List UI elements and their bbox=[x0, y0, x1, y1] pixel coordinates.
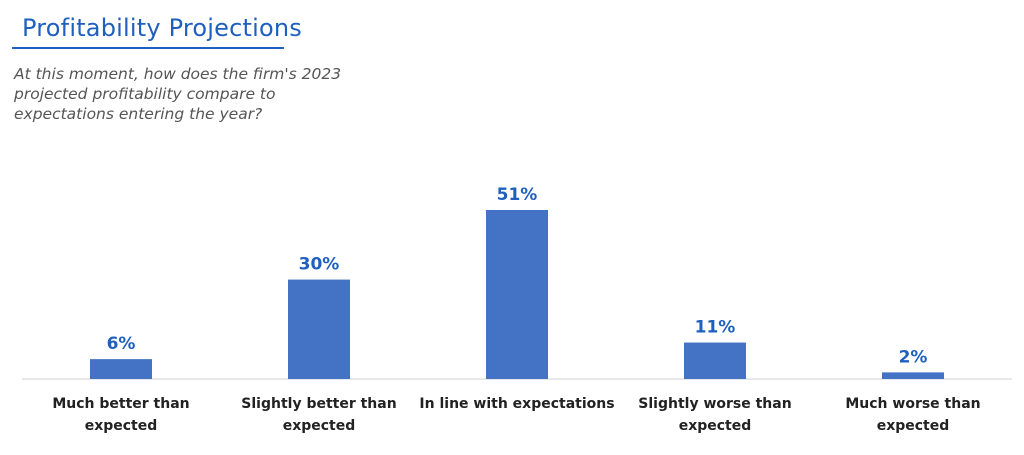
category-label: Slightly better than expected bbox=[241, 396, 396, 434]
title-underline bbox=[12, 47, 284, 49]
data-label: 6% bbox=[107, 334, 136, 354]
bar bbox=[684, 342, 746, 379]
category-label: Slightly worse than expected bbox=[638, 396, 791, 434]
data-label: 51% bbox=[497, 185, 538, 205]
data-label: 30% bbox=[299, 255, 340, 275]
category-label: Much worse than expected bbox=[845, 396, 980, 434]
bar bbox=[882, 372, 944, 379]
category-label: In line with expectations bbox=[419, 396, 614, 412]
bar bbox=[486, 210, 548, 379]
chart-subtitle: At this moment, how does the firm's 2023… bbox=[14, 65, 342, 123]
bar bbox=[90, 359, 152, 379]
data-label: 2% bbox=[899, 347, 928, 367]
bar bbox=[288, 279, 350, 379]
category-label: Much better than expected bbox=[52, 396, 189, 434]
data-label: 11% bbox=[695, 318, 736, 338]
page-title: Profitability Projections bbox=[22, 14, 302, 42]
